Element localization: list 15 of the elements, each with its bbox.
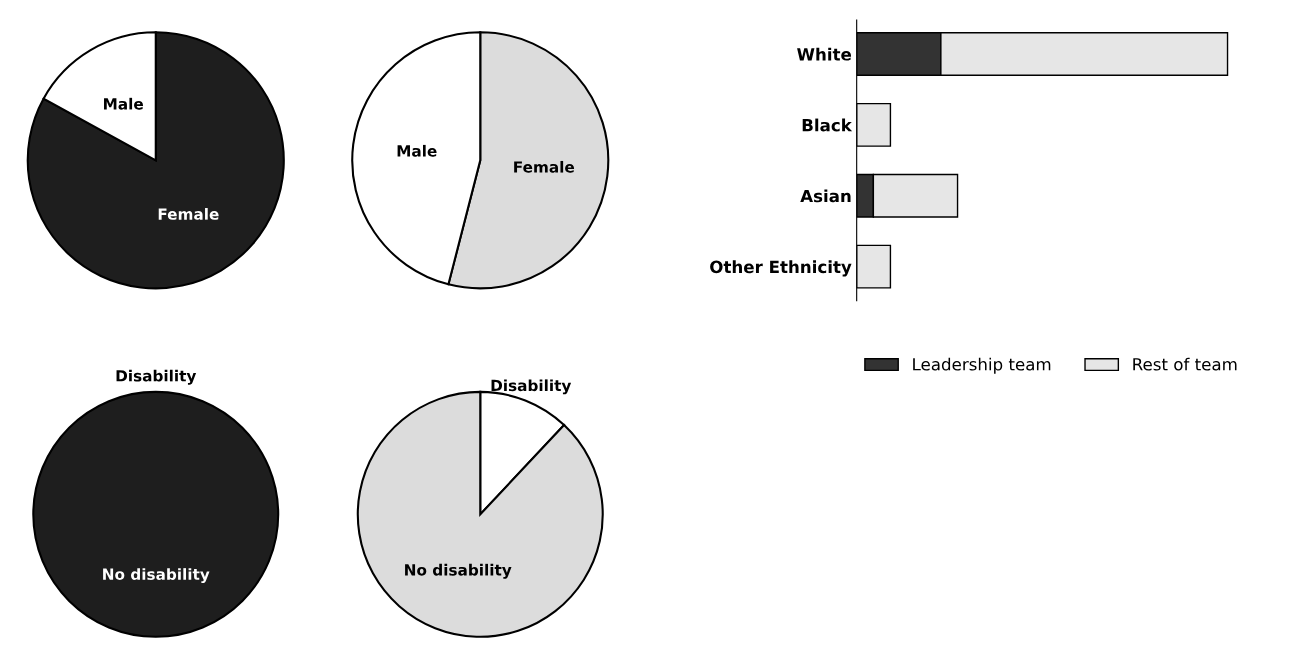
category-label: Disability xyxy=(116,369,197,385)
slice-label: Male xyxy=(104,97,143,110)
slice-label: No disability xyxy=(103,568,210,584)
y-tick-label: Asian xyxy=(800,189,851,203)
slice-label: Male xyxy=(397,144,437,157)
slice-label: Female xyxy=(158,208,219,220)
slice-label: Disability xyxy=(491,379,572,395)
slice-label: Female xyxy=(514,160,575,173)
y-tick-label: Black xyxy=(802,118,853,132)
slice-label: No disability xyxy=(405,563,512,579)
y-tick-label: White xyxy=(797,47,852,61)
legend-label: Rest of team xyxy=(1133,357,1237,371)
pie-slice xyxy=(26,31,285,290)
legend-label: Leadership team xyxy=(913,357,1051,374)
y-tick-label: Other Ethnicity xyxy=(710,260,852,277)
